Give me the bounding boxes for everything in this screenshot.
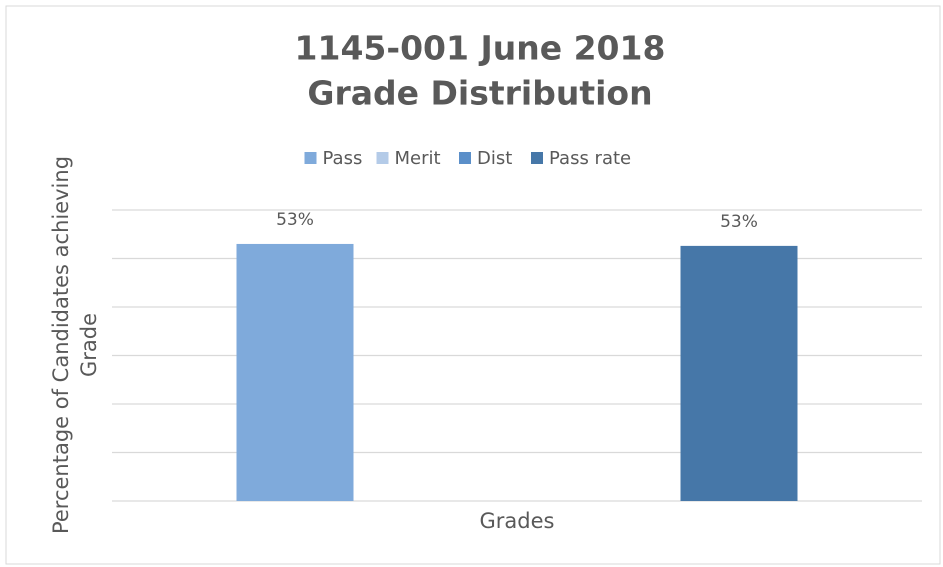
bar <box>236 243 354 501</box>
legend-swatch <box>459 152 471 164</box>
legend-label: Dist <box>477 148 512 169</box>
legend-label: Pass rate <box>549 148 631 169</box>
bar <box>680 245 798 501</box>
y-axis-label-line: Percentage of Candidates achieving <box>49 156 73 534</box>
chart-title: Grade Distribution <box>307 74 652 113</box>
legend-label: Merit <box>395 148 441 169</box>
legend-swatch <box>304 152 317 164</box>
legend-swatch <box>531 152 543 164</box>
y-axis-label: Percentage of Candidates achieving Grade <box>49 156 101 534</box>
data-label: 53% <box>720 212 758 232</box>
data-label: 53% <box>276 210 314 230</box>
x-axis-label: Grades <box>480 509 555 533</box>
y-axis-label-line: Grade <box>77 313 101 377</box>
chart-title: 1145-001 June 2018 <box>295 29 666 68</box>
legend-swatch <box>376 152 389 164</box>
legend-label: Pass <box>323 148 363 169</box>
